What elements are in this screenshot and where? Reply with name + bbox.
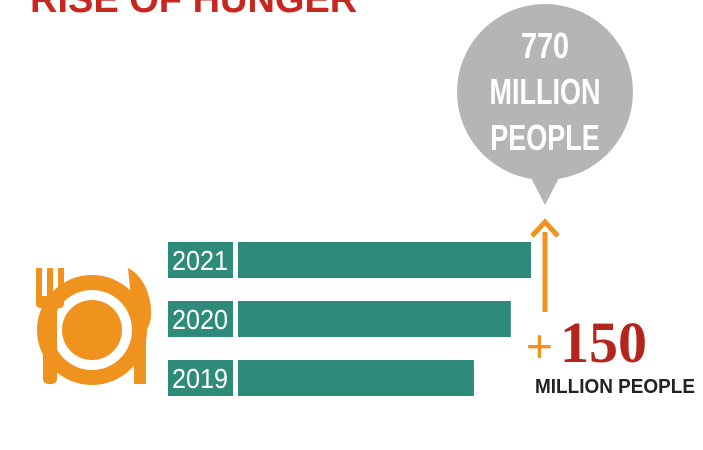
bubble-pointer bbox=[528, 172, 562, 205]
bubble-text: MILLION bbox=[490, 71, 601, 112]
increase-sign: + bbox=[526, 320, 553, 372]
year-label: 2019 bbox=[172, 363, 228, 394]
bubble-text: PEOPLE bbox=[490, 117, 599, 158]
bar bbox=[238, 301, 511, 337]
bar bbox=[238, 242, 531, 278]
increase-value: 150 bbox=[560, 310, 647, 375]
increase-unit: MILLION PEOPLE bbox=[535, 376, 695, 398]
year-box bbox=[168, 301, 233, 337]
year-label: 2020 bbox=[172, 304, 228, 335]
year-box bbox=[168, 242, 233, 278]
title: RISE OF HUNGER bbox=[30, 0, 357, 21]
year-label: 2021 bbox=[172, 245, 228, 276]
bubble-text: 770 bbox=[521, 25, 569, 66]
arrow-head bbox=[530, 218, 560, 238]
year-box bbox=[168, 360, 233, 396]
bubble bbox=[457, 4, 633, 180]
plate-icon bbox=[36, 268, 152, 385]
bar bbox=[238, 360, 474, 396]
